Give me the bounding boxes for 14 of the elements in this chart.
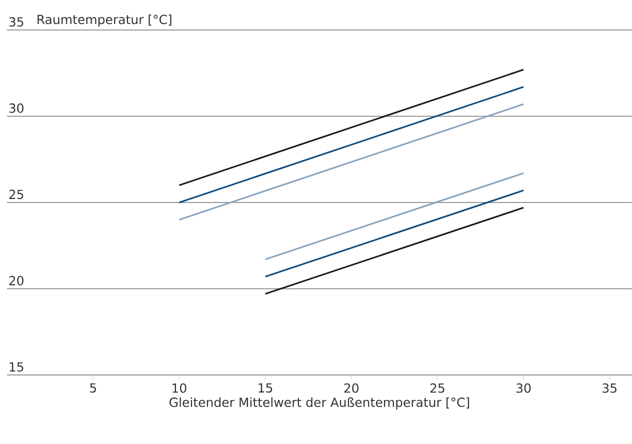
y-tick-label: 35 — [9, 17, 24, 27]
y-tick-label: 20 — [9, 276, 24, 286]
x-tick-label: 5 — [90, 383, 96, 393]
y-tick-label: 25 — [9, 190, 24, 200]
x-tick-label: 15 — [258, 383, 272, 393]
x-tick-label: 25 — [430, 383, 444, 393]
x-tick-label: 30 — [516, 383, 531, 393]
y-tick-label: 30 — [9, 103, 24, 113]
x-tick-label: 10 — [172, 383, 186, 393]
y-tick-label: 15 — [10, 362, 24, 372]
x-tick-label: 20 — [344, 383, 358, 393]
x-tick-label: 35 — [602, 383, 616, 393]
y-axis-title: Raumtemperatur [°C] — [38, 14, 172, 27]
x-axis-title: Gleitender Mittelwert der Außentemperatur [°C] — [170, 397, 470, 410]
